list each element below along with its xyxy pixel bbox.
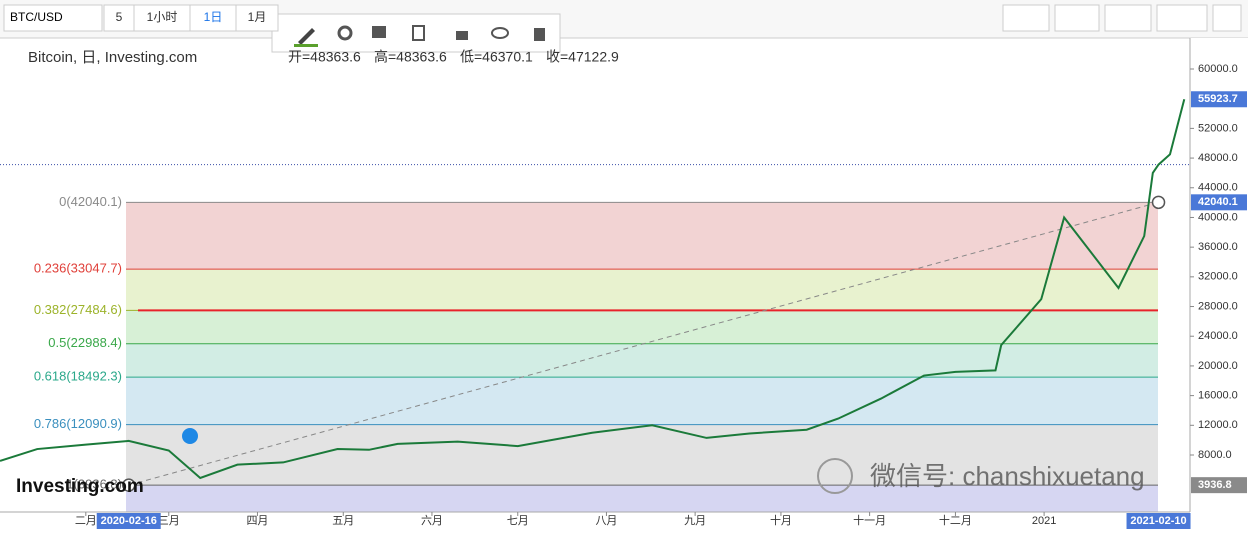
y-tick-label: 20000.0	[1198, 360, 1238, 372]
layer-icon[interactable]	[372, 26, 386, 38]
ohlc-value: 开=48363.6	[288, 49, 361, 65]
delete-icon[interactable]	[534, 28, 545, 41]
fib-label: 0.618(18492.3)	[34, 369, 122, 384]
ohlc-value: 高=48363.6	[374, 49, 447, 65]
color-swatch	[294, 44, 318, 47]
ohlc-value: 低=46370.1	[460, 49, 533, 65]
logo: Investing.com	[16, 476, 144, 497]
drawing-toolbar-box	[271, 13, 561, 53]
wechat-icon	[817, 458, 853, 494]
color-button[interactable]	[1054, 4, 1100, 32]
x-highlight-label: 2021-02-10	[1130, 515, 1186, 527]
ohlc-value: 收=47122.9	[546, 49, 619, 65]
x-tick-label: 三月	[158, 515, 180, 527]
symbol-box[interactable]	[3, 4, 103, 32]
y-tick-label: 12000.0	[1198, 419, 1238, 431]
x-tick-label: 十一月	[853, 513, 886, 527]
y-tick-label: 60000.0	[1198, 63, 1238, 75]
interval-button[interactable]	[235, 4, 279, 32]
price-tag-label: 3936.8	[1198, 479, 1232, 491]
x-tick-label: 六月	[421, 514, 443, 527]
fullscreen-button[interactable]	[1212, 4, 1242, 32]
y-tick-label: 48000.0	[1198, 152, 1238, 164]
fib-label: 1(3936.8)	[66, 477, 122, 492]
x-highlight	[96, 513, 161, 529]
y-tick-label: 8000.0	[1198, 449, 1232, 461]
eye-icon[interactable]	[491, 27, 509, 39]
interval-label: 5	[116, 10, 123, 24]
chart-title: Bitcoin, 日, Investing.com	[28, 49, 197, 66]
event-marker[interactable]	[182, 428, 198, 444]
y-tick-label: 52000.0	[1198, 122, 1238, 134]
interval-label: 1日	[204, 10, 223, 24]
ohlc-values: 开=48363.6 高=48363.6 低=46370.1 收=47122.9	[288, 49, 619, 65]
x-tick-label: 十月	[770, 513, 792, 527]
x-tick-label: 八月	[595, 515, 617, 527]
fib-band	[126, 269, 1158, 311]
interval-button[interactable]	[133, 4, 191, 32]
fib-band	[126, 485, 1158, 512]
fib-band	[126, 310, 1158, 344]
x-tick-label: 九月	[684, 514, 706, 527]
watermark: 微信号: chanshixuetang	[870, 461, 1145, 491]
drawing-toolbar	[271, 13, 561, 53]
trend-handle[interactable]	[121, 478, 136, 492]
price-tag	[1191, 477, 1247, 494]
pen-icon[interactable]	[298, 28, 315, 45]
clone-icon[interactable]	[412, 25, 425, 41]
trend-handle[interactable]	[1151, 195, 1166, 210]
right-tools	[1002, 4, 1242, 32]
y-tick-label: 16000.0	[1198, 390, 1238, 402]
symbol: BTC/USD	[10, 10, 63, 24]
fib-band	[126, 424, 1158, 486]
y-tick-label: 28000.0	[1198, 300, 1238, 312]
fib-band	[126, 377, 1158, 425]
x-highlight-label: 2020-02-16	[101, 515, 157, 527]
price-tag	[1191, 194, 1247, 211]
price-tag	[1191, 91, 1247, 108]
settings-icon[interactable]	[337, 25, 353, 41]
interval-label: 1月	[248, 10, 267, 24]
fib-label: 0.382(27484.6)	[34, 302, 122, 317]
price-axis	[1190, 38, 1248, 536]
fib-band	[126, 202, 1158, 270]
x-tick-label: 四月	[246, 515, 268, 527]
x-tick-label: 七月	[507, 514, 529, 527]
cloud-up-button[interactable]	[1156, 4, 1208, 32]
x-tick-label: 二月	[75, 515, 97, 527]
price-line	[0, 99, 1186, 480]
y-tick-label: 44000.0	[1198, 182, 1238, 194]
fib-label: 0.5(22988.4)	[48, 335, 122, 350]
x-tick-label: 2021	[1032, 515, 1056, 527]
fib-label: 0(42040.1)	[59, 194, 122, 209]
y-tick-label: 40000.0	[1198, 211, 1238, 223]
price-tag-label: 55923.7	[1198, 93, 1238, 105]
x-highlight	[1126, 513, 1191, 529]
lock-icon[interactable]	[456, 31, 468, 40]
camera-button[interactable]	[1002, 4, 1050, 32]
price-tag-label: 42040.1	[1198, 196, 1238, 208]
x-tick-label: 十二月	[939, 513, 972, 527]
trend-line	[128, 201, 1159, 486]
x-tick-label: 五月	[332, 515, 354, 527]
time-axis	[0, 512, 1190, 536]
interval-button[interactable]	[103, 4, 135, 32]
y-tick-label: 36000.0	[1198, 241, 1238, 253]
fib-label: 0.786(12090.9)	[34, 416, 122, 431]
fib-label: 0.236(33047.7)	[34, 261, 122, 276]
cloud-down-button[interactable]	[1104, 4, 1152, 32]
fib-band	[126, 343, 1158, 378]
interval-label: 1小时	[147, 10, 178, 24]
y-tick-label: 24000.0	[1198, 330, 1238, 342]
y-tick-label: 32000.0	[1198, 271, 1238, 283]
